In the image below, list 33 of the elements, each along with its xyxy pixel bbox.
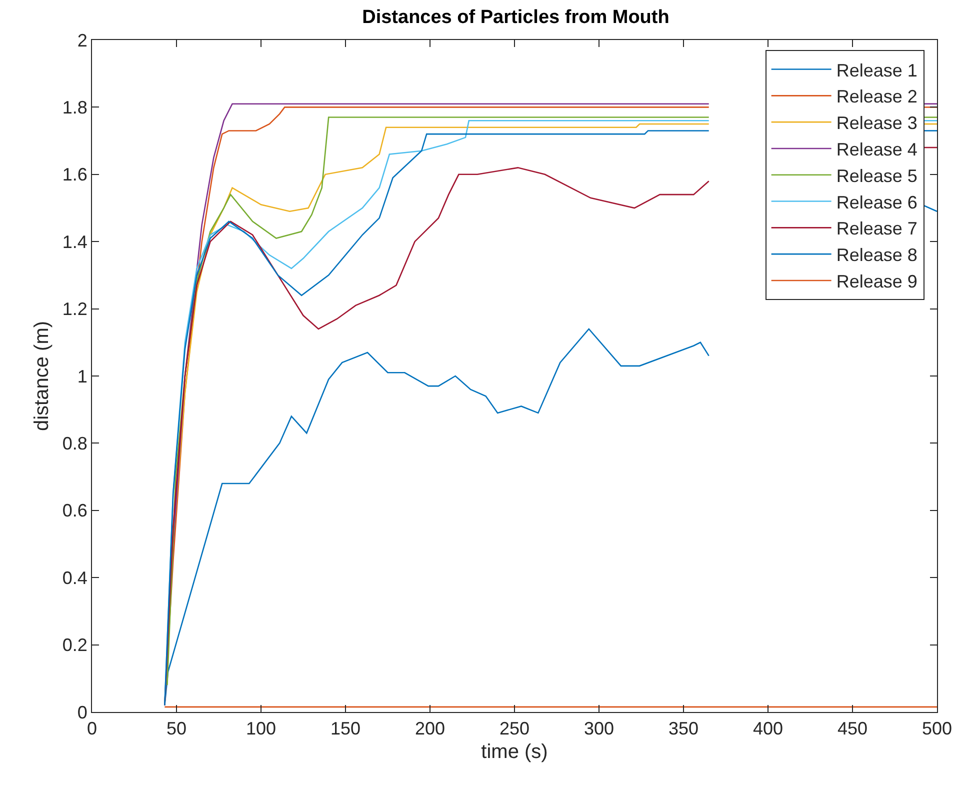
- legend-label: Release 6: [836, 192, 918, 212]
- series-label: Release 3: [836, 113, 918, 134]
- x-tick-label: 150: [330, 718, 361, 739]
- x-tick-label: 350: [668, 718, 699, 739]
- y-tick-label: 0.6: [62, 500, 88, 521]
- y-tick-label: 0: [77, 702, 88, 722]
- x-tick-label: 250: [499, 718, 530, 739]
- x-tick-label: 300: [584, 718, 614, 739]
- y-tick-label: 0.8: [62, 434, 88, 454]
- legend-label: Release 9: [836, 272, 918, 292]
- x-tick-label: 500: [922, 718, 952, 739]
- x-tick-label: 50: [166, 718, 187, 739]
- x-tick-label: 400: [752, 718, 784, 739]
- y-tick-label: 1.4: [62, 232, 88, 252]
- y-axis-title: distance (m): [30, 320, 53, 432]
- x-tick-label: 100: [246, 718, 276, 739]
- x-axis-title: time (s): [481, 741, 548, 764]
- x-tick-label: 200: [414, 718, 446, 739]
- chart-title: Distances of Particles from Mouth: [362, 6, 670, 28]
- legend-label: Release 4: [836, 140, 918, 160]
- legend-label: Release 5: [836, 166, 918, 186]
- legend-label: Release 2: [836, 86, 918, 107]
- y-tick-label: 0.2: [62, 635, 88, 656]
- legend-label: Release 7: [836, 218, 918, 239]
- x-tick-label: 450: [837, 718, 868, 739]
- y-tick-label: 1.8: [62, 98, 88, 118]
- y-tick-label: 2: [77, 30, 88, 50]
- y-tick-label: 1.6: [62, 164, 88, 185]
- y-tick-label: 1.2: [62, 299, 88, 320]
- legend-label: Release 1: [836, 60, 918, 80]
- y-tick-label: 1: [77, 366, 88, 386]
- legend-label: Release 8: [836, 245, 918, 266]
- y-tick-label: 0.4: [62, 568, 88, 588]
